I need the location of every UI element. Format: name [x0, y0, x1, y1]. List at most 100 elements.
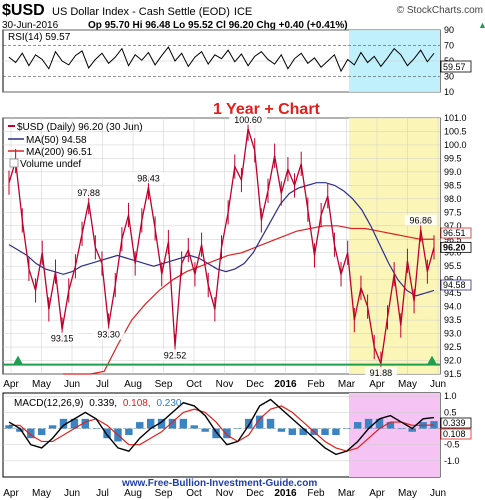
macd-hist-bar [408, 428, 416, 432]
macd-hist-bar [397, 428, 406, 430]
price-marker-box [440, 241, 472, 253]
footer-url: www.Free-Bullion-Investment-Guide.com [121, 478, 317, 489]
price-xaxis-label: Jun [430, 379, 446, 390]
price-label: 100.60 [234, 115, 262, 125]
price-tick-label: 100.5 [444, 126, 467, 136]
ma50-legend: MA(50) 94.58 [26, 135, 87, 146]
macd-xaxis-label: Dec [246, 488, 264, 499]
macd-hist-bar [245, 418, 253, 429]
macd-hist-bar [59, 418, 68, 429]
price-xaxis-label: Dec [246, 379, 264, 390]
price-label-bg [159, 349, 192, 361]
macd-highlight-zone [349, 393, 440, 477]
price-tick-label: 92.5 [444, 342, 462, 352]
price-label: 93.15 [51, 334, 74, 344]
macd-hist-bar [201, 428, 209, 432]
macd-hist-bar [430, 421, 438, 429]
price-title: $USD (Daily) 96.20 (30 Jun) [17, 122, 143, 133]
macd-hist-bar [212, 428, 220, 439]
instrument-name-text: US Dollar Index - Cash Settle (EOD) [52, 6, 230, 18]
macd-xaxis-label: Mar [338, 488, 356, 499]
price-xaxis-label: Oct [186, 379, 202, 390]
chart-annotation: 1 Year + Chart [213, 101, 321, 118]
price-xaxis-label: Jun [64, 379, 80, 390]
price-tick-label: 93.5 [444, 315, 462, 325]
rsi-value: 59.57 [443, 62, 466, 72]
instrument-name: US Dollar Index - Cash Settle (EOD) ICE [52, 6, 252, 18]
price-label-bg [92, 328, 125, 340]
macd-xaxis-label: Sep [155, 488, 173, 499]
price-label: 98.43 [137, 173, 160, 183]
price-marker-box [440, 279, 472, 291]
macd-hist-bar [299, 428, 307, 435]
price-tick-label: 101.0 [444, 113, 467, 123]
macd-label: MACD(12,26,9) 0.339, 0.108, 0.230 [14, 398, 182, 409]
symbol: $USD [2, 2, 45, 19]
price-label-bg [132, 172, 165, 184]
macd-xaxis-label: Jun [64, 488, 80, 499]
macd-xaxis-label: Apr [369, 488, 385, 499]
macd-hist-bar [157, 418, 166, 429]
price-marker-label: 94.58 [443, 280, 466, 290]
price-tick-label: 95.5 [444, 261, 462, 271]
macd-signal-line [9, 405, 435, 452]
chart-date: 30-Jun-2016 [2, 20, 59, 31]
macd-xaxis-label: May [32, 488, 51, 499]
macd-hist-value: 0.230 [156, 398, 181, 409]
support-left-marker [13, 355, 23, 365]
macd-hist-bar [386, 422, 395, 429]
price-tick-label: 99.5 [444, 153, 462, 163]
volume-legend-swatch [9, 158, 19, 168]
support-right-marker [427, 355, 437, 365]
macd-label-value: 0.339, [89, 398, 117, 409]
price-xaxis-label: Nov [216, 379, 234, 390]
price-tick-label: 94.5 [444, 288, 462, 298]
macd-signal-box-value: 0.108 [443, 429, 466, 439]
price-tick-label: 100.0 [444, 140, 467, 150]
change-up-icon: ▲ [478, 20, 485, 30]
rsi-tick-label: 70 [444, 41, 454, 51]
price-tick-label: 94.0 [444, 302, 462, 312]
volume-legend: Volume undef [20, 159, 81, 170]
macd-tick-label: 0.0 [444, 424, 457, 434]
macd-xaxis-label: Feb [307, 488, 325, 499]
macd-hist-bar [27, 428, 35, 439]
price-tick-label: 99.0 [444, 167, 462, 177]
rsi-tick-label: 30 [444, 72, 454, 82]
macd-hist-bar [277, 428, 286, 432]
macd-hist-bar [343, 428, 351, 430]
macd-line [8, 398, 435, 456]
price-label: 91.88 [370, 368, 393, 378]
ma50-line [8, 182, 435, 297]
macd-value-box [440, 417, 472, 429]
price-xaxis-label: Aug [124, 379, 142, 390]
macd-xaxis-label: May [398, 488, 417, 499]
macd-hist-bar [353, 422, 362, 429]
macd-xaxis-label: 2016 [274, 488, 297, 499]
rsi-value-box [440, 60, 472, 73]
ma200-legend: MA(200) 96.51 [26, 147, 93, 158]
macd-hist-bar [375, 418, 384, 429]
price-tick-label: 97.5 [444, 207, 462, 217]
macd-tick-label: -0.5 [444, 440, 460, 450]
price-marker-box [440, 227, 472, 239]
macd-label-prefix: MACD(12,26,9) [14, 398, 83, 409]
macd-tick-label: -1.0 [444, 456, 460, 466]
macd-hist-bar [146, 418, 155, 429]
price-label-bg [404, 214, 437, 226]
rsi-tick-label: 10 [444, 87, 454, 97]
macd-hist-bar [364, 418, 373, 429]
macd-hist-bar [288, 428, 297, 435]
price-marker-label: 96.20 [443, 242, 466, 252]
macd-xaxis-label: Apr [3, 488, 19, 499]
exchange: ICE [234, 6, 252, 18]
macd-hist-bar [125, 428, 133, 435]
macd-tick-label: 1.0 [444, 391, 457, 401]
price-label-bg [46, 332, 79, 344]
macd-hist-bar [266, 418, 275, 429]
price-xaxis-label: Mar [338, 379, 356, 390]
price-tick-label: 98.0 [444, 194, 462, 204]
macd-hist-bar [48, 425, 57, 429]
macd-hist-bar [255, 415, 264, 429]
